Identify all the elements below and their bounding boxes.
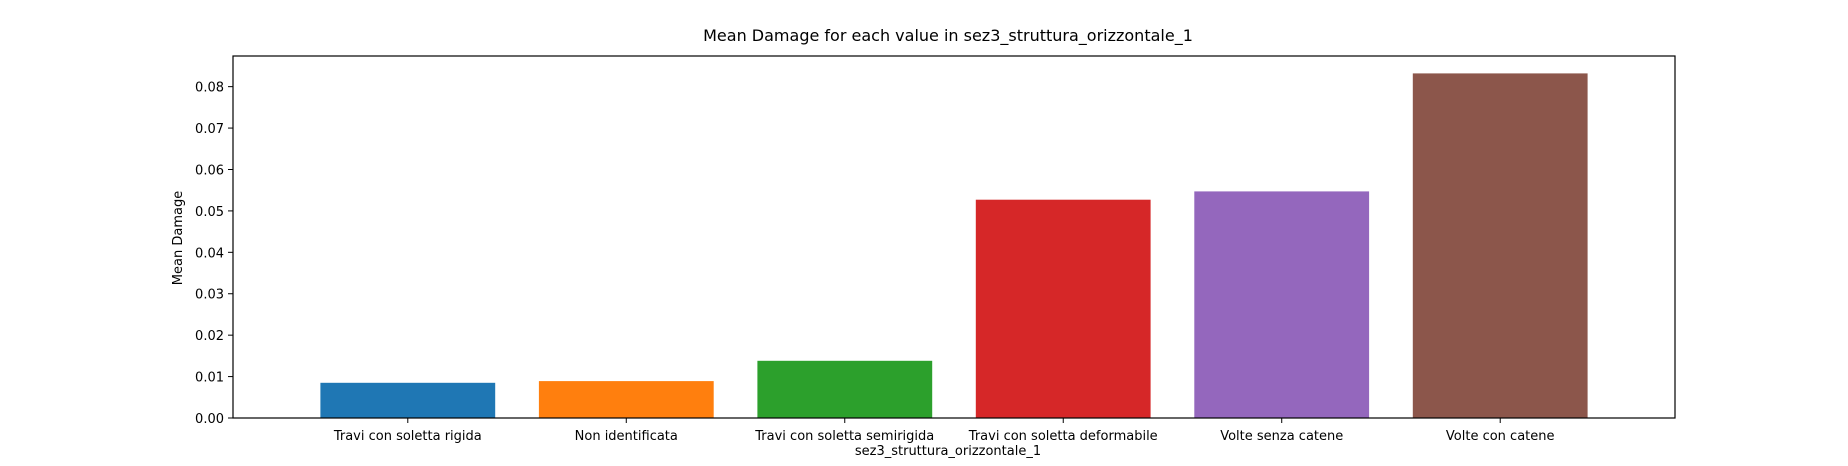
bar-5 (1194, 191, 1370, 418)
x-tick-label: Non identificata (575, 429, 678, 444)
x-tick-label: Volte senza catene (1220, 429, 1343, 444)
x-tick-label: Travi con soletta deformabile (968, 429, 1158, 444)
bar-4 (975, 199, 1151, 418)
y-tick-label: 0.06 (195, 163, 224, 178)
chart-title: Mean Damage for each value in sez3_strut… (703, 26, 1193, 46)
y-tick-label: 0.03 (195, 288, 224, 303)
bar-6 (1412, 73, 1588, 419)
plot-area: 0.00 0.01 0.02 0.03 0.04 0.05 0.06 0.07 0.08 Trav… (195, 55, 1676, 444)
axes-frame (232, 55, 1676, 419)
x-tick-label: Travi con soletta rigida (333, 429, 482, 444)
y-tick-label: 0.00 (195, 412, 224, 427)
x-tick-label: Travi con soletta semirigida (754, 429, 934, 444)
y-tick-label: 0.04 (195, 246, 224, 261)
y-tick-label: 0.01 (195, 371, 224, 386)
y-tick-label: 0.07 (195, 122, 224, 137)
bar-2 (538, 381, 714, 418)
y-tick-label: 0.08 (195, 81, 224, 96)
y-axis-label: Mean Damage (171, 191, 186, 285)
bar-3 (757, 360, 933, 418)
y-tick-label: 0.02 (195, 329, 224, 344)
x-axis-label: sez3_struttura_orizzontale_1 (855, 444, 1041, 459)
y-tick-label: 0.05 (195, 205, 224, 220)
x-tick-label: Volte con catene (1446, 429, 1555, 444)
bar-1 (320, 382, 496, 418)
